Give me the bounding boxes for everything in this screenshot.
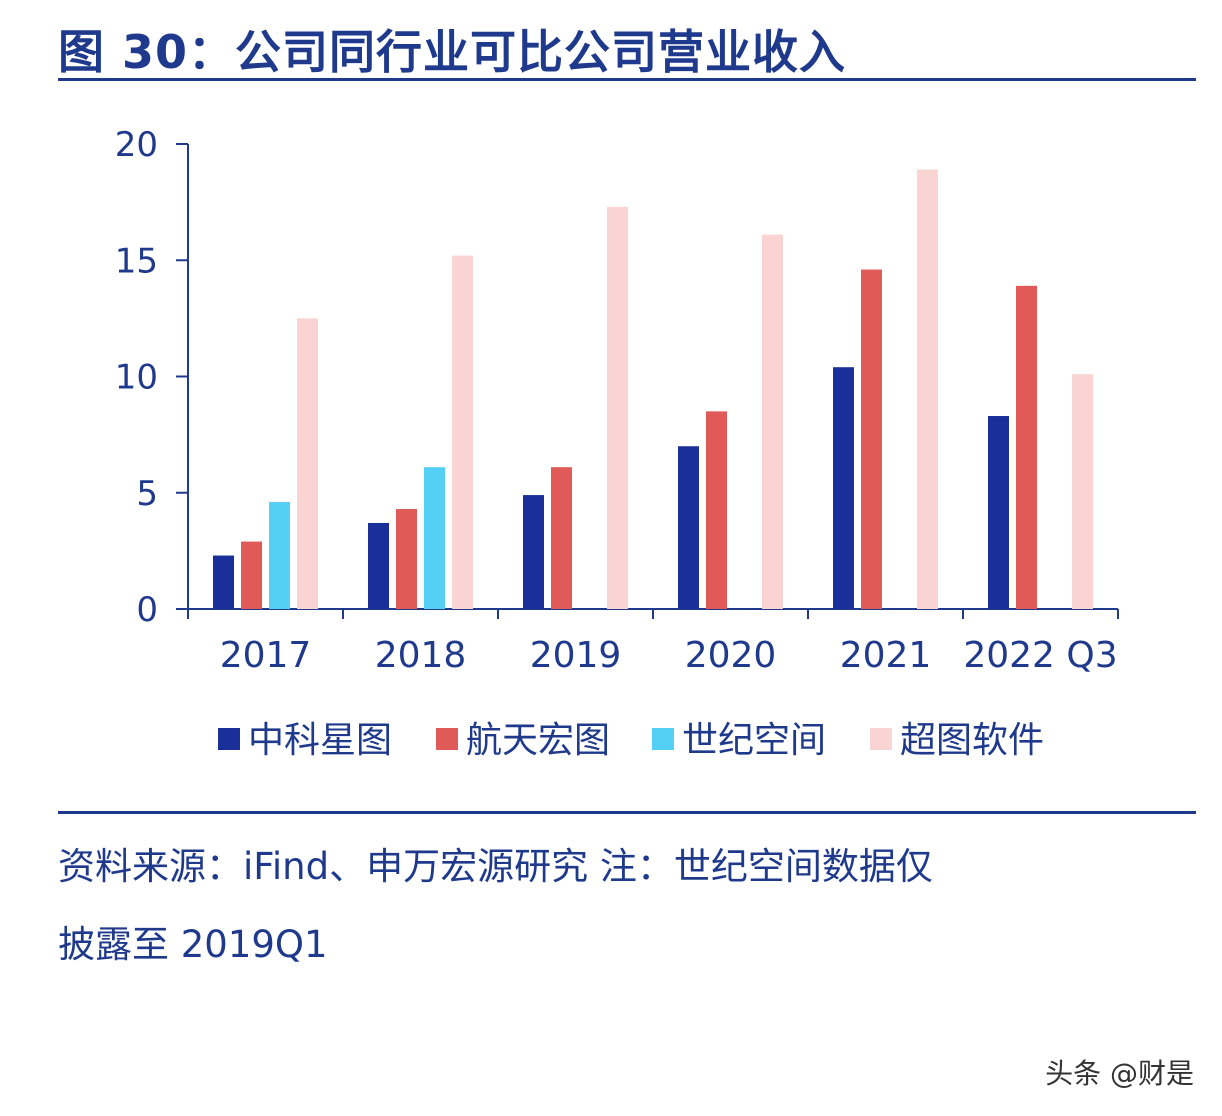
bar-4-2019 bbox=[607, 206, 628, 609]
x-tick-label: 2022 Q3 bbox=[963, 635, 1117, 676]
legend-label: 超图软件 bbox=[900, 720, 1044, 761]
y-tick-label: 10 bbox=[115, 358, 158, 398]
legend-label: 航天宏图 bbox=[466, 720, 610, 761]
footer-divider bbox=[58, 811, 1196, 814]
source-note-line2: 披露至 2019Q1 bbox=[58, 923, 328, 966]
watermark: 头条 @财是 bbox=[1045, 1057, 1194, 1090]
x-tick-label: 2018 bbox=[375, 635, 467, 676]
legend-swatch bbox=[436, 728, 458, 750]
legend-swatch bbox=[652, 728, 674, 750]
legend-swatch bbox=[218, 728, 240, 750]
y-tick-label: 15 bbox=[115, 241, 158, 281]
y-tick-label: 20 bbox=[115, 125, 158, 165]
bar-4-2020 bbox=[762, 234, 783, 610]
bar-2-2020 bbox=[706, 411, 727, 609]
bar-1-2021 bbox=[833, 367, 854, 609]
bar-1-2019 bbox=[523, 495, 544, 609]
bar-1-2022-Q3 bbox=[988, 416, 1009, 609]
x-tick-label: 2019 bbox=[530, 635, 622, 676]
bar-3-2017 bbox=[269, 502, 290, 609]
bar-4-2017 bbox=[297, 318, 318, 609]
bar-1-2020 bbox=[678, 446, 699, 609]
bar-4-2022-Q3 bbox=[1072, 374, 1093, 609]
source-note-line1: 资料来源：iFind、申万宏源研究 注：世纪空间数据仅 bbox=[58, 845, 933, 888]
bar-2-2021 bbox=[861, 269, 882, 609]
legend-label: 中科星图 bbox=[248, 720, 392, 761]
y-tick-label: 5 bbox=[136, 474, 158, 514]
x-tick-label: 2020 bbox=[685, 635, 777, 676]
bar-2-2019 bbox=[551, 467, 572, 609]
bar-2-2022-Q3 bbox=[1016, 285, 1037, 609]
legend-label: 世纪空间 bbox=[682, 720, 826, 761]
x-tick-label: 2021 bbox=[840, 635, 932, 676]
legend-swatch bbox=[870, 728, 892, 750]
page-title: 图 30：公司同行业可比公司营业收入 bbox=[58, 25, 847, 79]
x-tick-label: 2017 bbox=[220, 635, 312, 676]
bar-2-2018 bbox=[396, 509, 417, 609]
bar-chart: 0 5 10 15 20 2017 2018 2019 2020 2021 2022 Q3 中科星图 航… bbox=[115, 125, 1119, 761]
bar-3-2018 bbox=[424, 467, 445, 609]
bar-1-2017 bbox=[213, 555, 234, 609]
y-tick-label: 0 bbox=[136, 590, 158, 630]
bar-4-2018 bbox=[452, 255, 473, 609]
bar-4-2021 bbox=[917, 169, 938, 609]
title-divider bbox=[58, 78, 1196, 81]
bar-2-2017 bbox=[241, 541, 262, 609]
bar-1-2018 bbox=[368, 522, 389, 609]
